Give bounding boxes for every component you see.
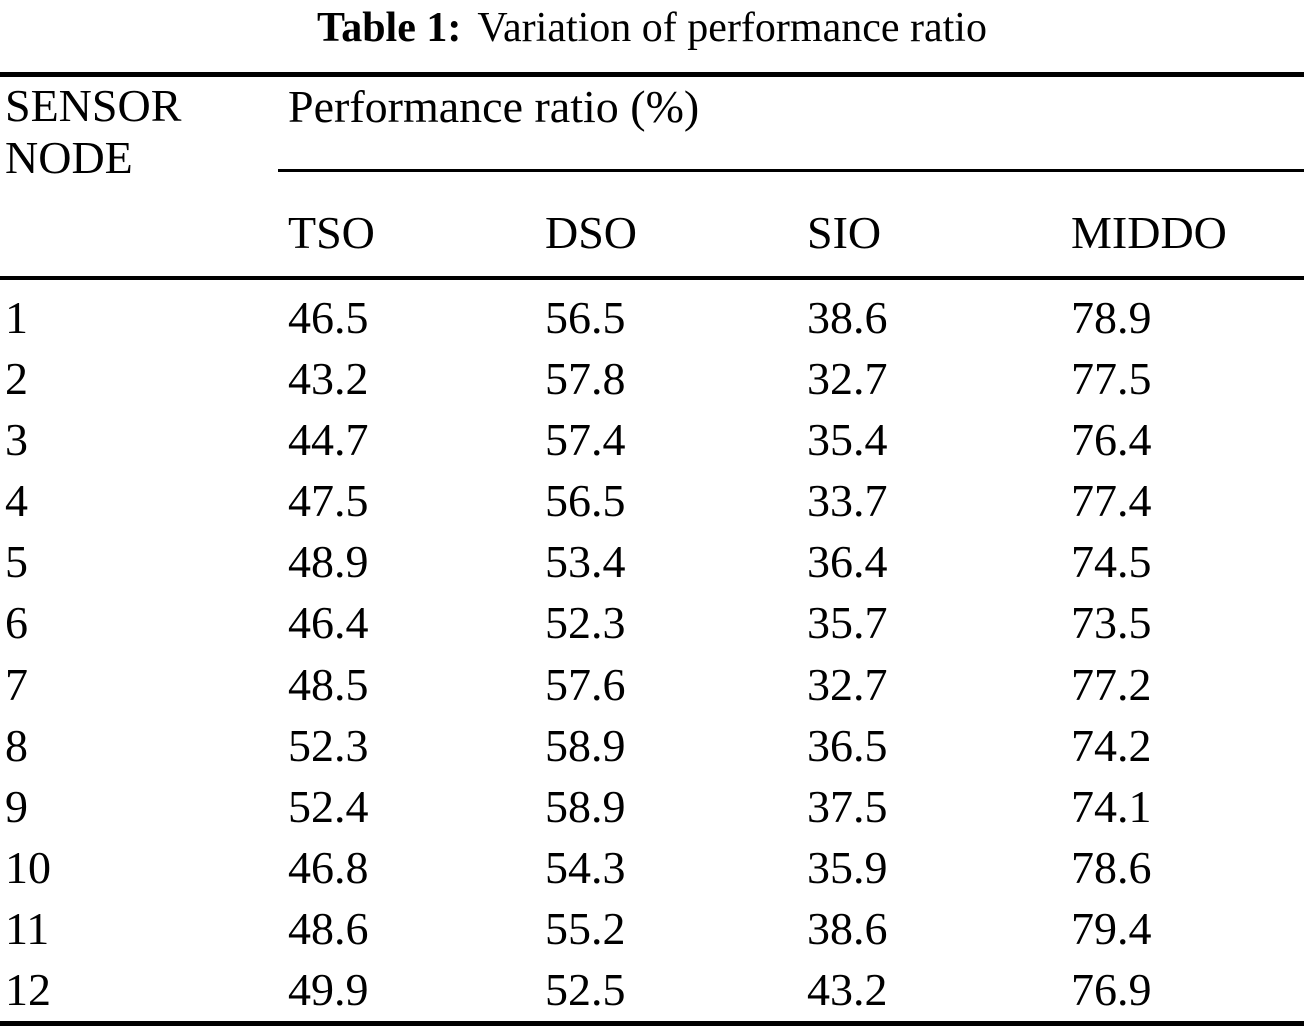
cell-tso: 46.4 [288,597,369,649]
cell-tso: 48.9 [288,536,369,588]
cell-dso: 57.8 [545,352,626,404]
cell-dso: 57.4 [545,413,626,465]
cell-sio: 32.7 [807,352,888,404]
column-header-tso: TSO [288,207,375,258]
cell-tso: 52.4 [288,780,369,832]
cell-middo: 78.6 [1071,842,1152,894]
column-header-dso: DSO [545,207,638,258]
cell-sio: 32.7 [807,658,888,710]
cell-dso: 54.3 [545,842,626,894]
cell-middo: 77.4 [1071,475,1152,527]
cell-node: 2 [5,352,28,404]
header-bottom-rule [0,276,1304,280]
cell-sio: 33.7 [807,475,888,527]
bottom-rule [0,1021,1304,1026]
cell-sio: 36.5 [807,719,888,771]
cell-sio: 43.2 [807,964,888,1016]
cell-tso: 52.3 [288,719,369,771]
table-row: 1 46.5 56.5 38.6 78.9 [0,287,1304,348]
column-group-header: Performance ratio (%) [288,81,700,132]
cell-node: 8 [5,719,28,771]
cell-middo: 77.5 [1071,352,1152,404]
cell-middo: 77.2 [1071,658,1152,710]
group-header-rule [278,169,1304,172]
cell-dso: 56.5 [545,291,626,343]
cell-node: 10 [5,842,51,894]
cell-node: 3 [5,413,28,465]
cell-sio: 35.4 [807,413,888,465]
cell-tso: 49.9 [288,964,369,1016]
cell-node: 4 [5,475,28,527]
table-row: 12 49.9 52.5 43.2 76.9 [0,960,1304,1021]
stub-header-line2: NODE [5,132,133,183]
table-row: 7 48.5 57.6 32.7 77.2 [0,654,1304,715]
cell-middo: 74.5 [1071,536,1152,588]
table-row: 5 48.9 53.4 36.4 74.5 [0,532,1304,593]
cell-tso: 43.2 [288,352,369,404]
column-header-sio: SIO [807,207,882,258]
table-row: 6 46.4 52.3 35.7 73.5 [0,593,1304,654]
cell-dso: 52.5 [545,964,626,1016]
cell-dso: 57.6 [545,658,626,710]
stub-header-line1: SENSOR [5,80,182,131]
cell-node: 7 [5,658,28,710]
top-rule [0,72,1304,77]
table-body: 1 46.5 56.5 38.6 78.9 2 43.2 57.8 32.7 7… [0,287,1304,1021]
table-row: 9 52.4 58.9 37.5 74.1 [0,776,1304,837]
cell-middo: 76.4 [1071,413,1152,465]
cell-sio: 38.6 [807,903,888,955]
cell-dso: 52.3 [545,597,626,649]
cell-middo: 74.2 [1071,719,1152,771]
cell-node: 6 [5,597,28,649]
cell-node: 5 [5,536,28,588]
cell-tso: 48.5 [288,658,369,710]
cell-dso: 53.4 [545,536,626,588]
table-row: 3 44.7 57.4 35.4 76.4 [0,409,1304,470]
cell-node: 1 [5,291,28,343]
cell-sio: 38.6 [807,291,888,343]
cell-dso: 58.9 [545,780,626,832]
cell-tso: 46.5 [288,291,369,343]
column-header-middo: MIDDO [1071,207,1227,258]
table-row: 4 47.5 56.5 33.7 77.4 [0,471,1304,532]
cell-sio: 37.5 [807,780,888,832]
table-row: 8 52.3 58.9 36.5 74.2 [0,715,1304,776]
cell-sio: 35.9 [807,842,888,894]
table-caption-title: Variation of performance ratio [477,5,987,51]
cell-tso: 48.6 [288,903,369,955]
cell-middo: 74.1 [1071,780,1152,832]
cell-middo: 78.9 [1071,291,1152,343]
table-caption: Table 1: Variation of performance ratio [0,4,1304,52]
cell-node: 11 [5,903,50,955]
cell-sio: 35.7 [807,597,888,649]
cell-middo: 73.5 [1071,597,1152,649]
cell-sio: 36.4 [807,536,888,588]
cell-node: 9 [5,780,28,832]
cell-middo: 76.9 [1071,964,1152,1016]
table-row: 2 43.2 57.8 32.7 77.5 [0,348,1304,409]
cell-tso: 44.7 [288,413,369,465]
stub-column-header: SENSOR NODE [5,80,181,184]
cell-middo: 79.4 [1071,903,1152,955]
cell-node: 12 [5,964,51,1016]
cell-dso: 56.5 [545,475,626,527]
table-row: 11 48.6 55.2 38.6 79.4 [0,899,1304,960]
table-row: 10 46.8 54.3 35.9 78.6 [0,838,1304,899]
cell-dso: 55.2 [545,903,626,955]
cell-tso: 47.5 [288,475,369,527]
cell-tso: 46.8 [288,842,369,894]
cell-dso: 58.9 [545,719,626,771]
table-caption-number: Table 1: [317,5,462,51]
